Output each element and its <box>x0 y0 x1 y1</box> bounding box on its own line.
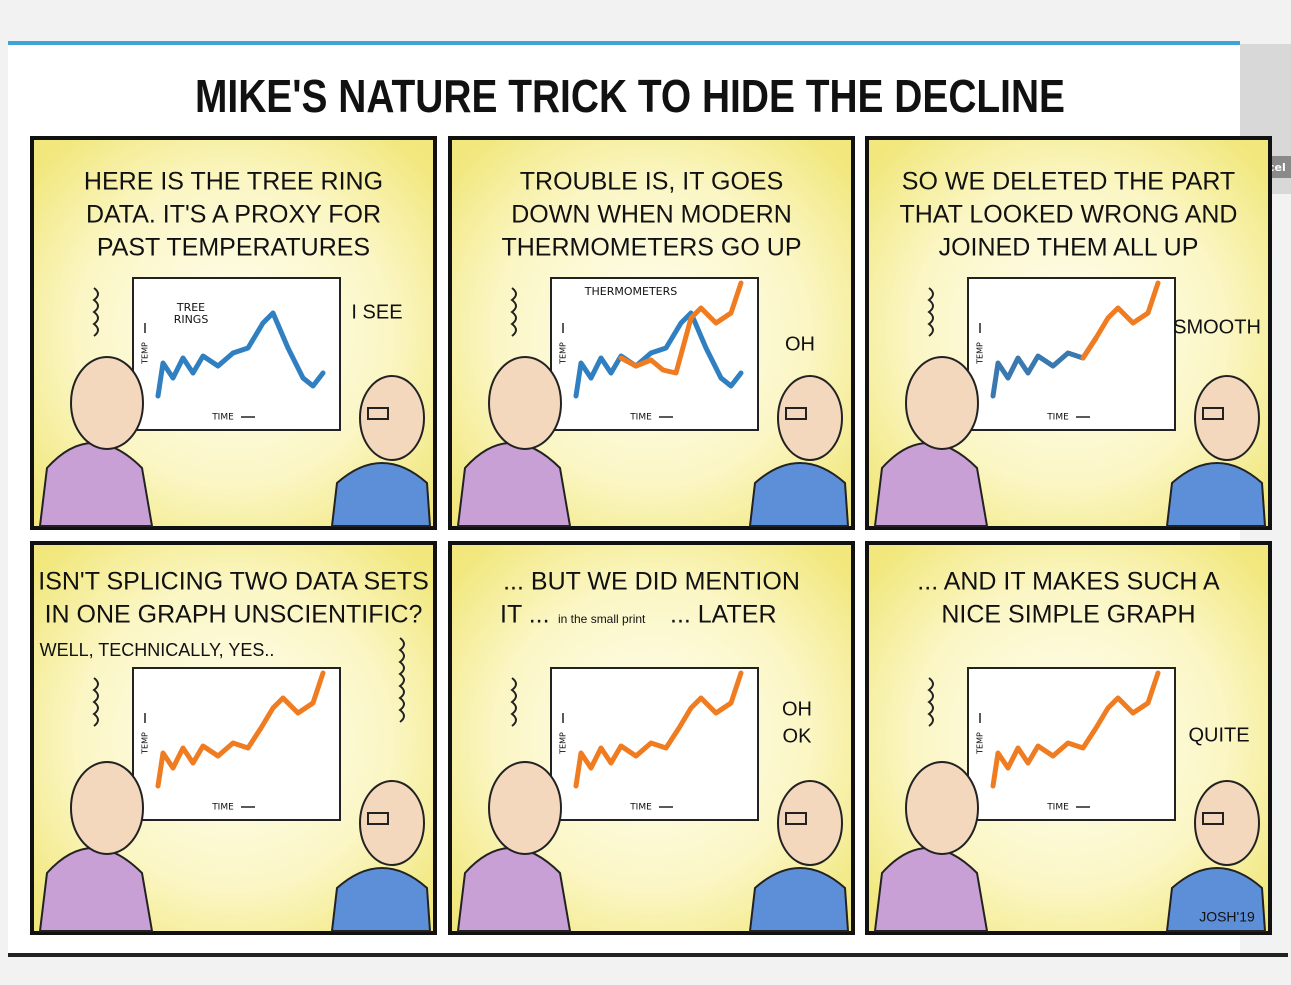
top-bar <box>8 41 1240 45</box>
left-head <box>71 357 143 449</box>
comic-title: MIKE'S NATURE TRICK TO HIDE THE DECLINE <box>195 70 1065 122</box>
speech: SMOOTH <box>1173 316 1261 338</box>
caption-line: SO WE DELETED THE PART <box>902 168 1235 196</box>
signature: JOSH'19 <box>1199 909 1255 925</box>
caption-line: JOINED THEM ALL UP <box>939 234 1199 262</box>
speech: OH <box>785 333 815 355</box>
panel: SO WE DELETED THE PART THAT LOOKED WRONG … <box>867 138 1270 528</box>
caption-line: IN ONE GRAPH UNSCIENTIFIC? <box>45 601 423 629</box>
speech: OK <box>783 725 813 747</box>
panel: ... AND IT MAKES SUCH A NICE SIMPLE GRAPH… <box>867 543 1270 933</box>
speech: OH <box>782 698 812 720</box>
speech: QUITE <box>1188 724 1249 746</box>
caption-line: ... LATER <box>670 601 777 629</box>
caption-line: ... BUT WE DID MENTION <box>503 568 800 596</box>
graph-y-label: TEMP <box>559 732 568 755</box>
graph-annotation: RINGS <box>174 313 209 326</box>
caption-line: THERMOMETERS GO UP <box>501 234 801 262</box>
caption-line: IT ... <box>500 601 550 629</box>
graph-annotation: THERMOMETERS <box>584 285 677 298</box>
caption-line: HERE IS THE TREE RING <box>84 168 383 196</box>
caption-line: NICE SIMPLE GRAPH <box>941 601 1195 629</box>
left-head <box>906 357 978 449</box>
graph-y-label: TEMP <box>976 732 985 755</box>
caption-line: DOWN WHEN MODERN <box>511 201 792 229</box>
graph-y-label: TEMP <box>559 342 568 365</box>
speech: I SEE <box>351 301 402 323</box>
panel: ... BUT WE DID MENTION IT ... in the small… <box>450 543 853 933</box>
caption-line: DATA. IT'S A PROXY FOR <box>86 201 381 229</box>
bottom-bar <box>8 953 1288 957</box>
graph-x-label: TIME <box>1046 803 1069 813</box>
graph-y-label: TEMP <box>976 342 985 365</box>
panel: HERE IS THE TREE RING DATA. IT'S A PROXY … <box>32 138 435 528</box>
graph-x-label: TIME <box>1046 413 1069 423</box>
left-head <box>906 762 978 854</box>
graph-x-label: TIME <box>211 413 234 423</box>
panel: ISN'T SPLICING TWO DATA SETS IN ONE GRAPH… <box>32 543 435 933</box>
caption-line: TROUBLE IS, IT GOES <box>520 168 784 196</box>
small-print: in the small print <box>558 612 646 626</box>
caption-line: ... AND IT MAKES SUCH A <box>917 568 1220 596</box>
speech: WELL, TECHNICALLY, YES.. <box>40 640 275 660</box>
caption-line: THAT LOOKED WRONG AND <box>899 201 1237 229</box>
graph-x-label: TIME <box>629 413 652 423</box>
caption-line: ISN'T SPLICING TWO DATA SETS <box>38 568 429 596</box>
graph-x-label: TIME <box>629 803 652 813</box>
left-head <box>489 762 561 854</box>
caption-line: PAST TEMPERATURES <box>97 234 370 262</box>
panel: TROUBLE IS, IT GOES DOWN WHEN MODERN THERM… <box>450 138 853 528</box>
left-head <box>489 357 561 449</box>
graph-y-label: TEMP <box>141 342 150 365</box>
graph-x-label: TIME <box>211 803 234 813</box>
graph-y-label: TEMP <box>141 732 150 755</box>
left-head <box>71 762 143 854</box>
screen: Marcel MIKE'S NATURE TRICK TO HIDE THE D… <box>0 0 1291 985</box>
